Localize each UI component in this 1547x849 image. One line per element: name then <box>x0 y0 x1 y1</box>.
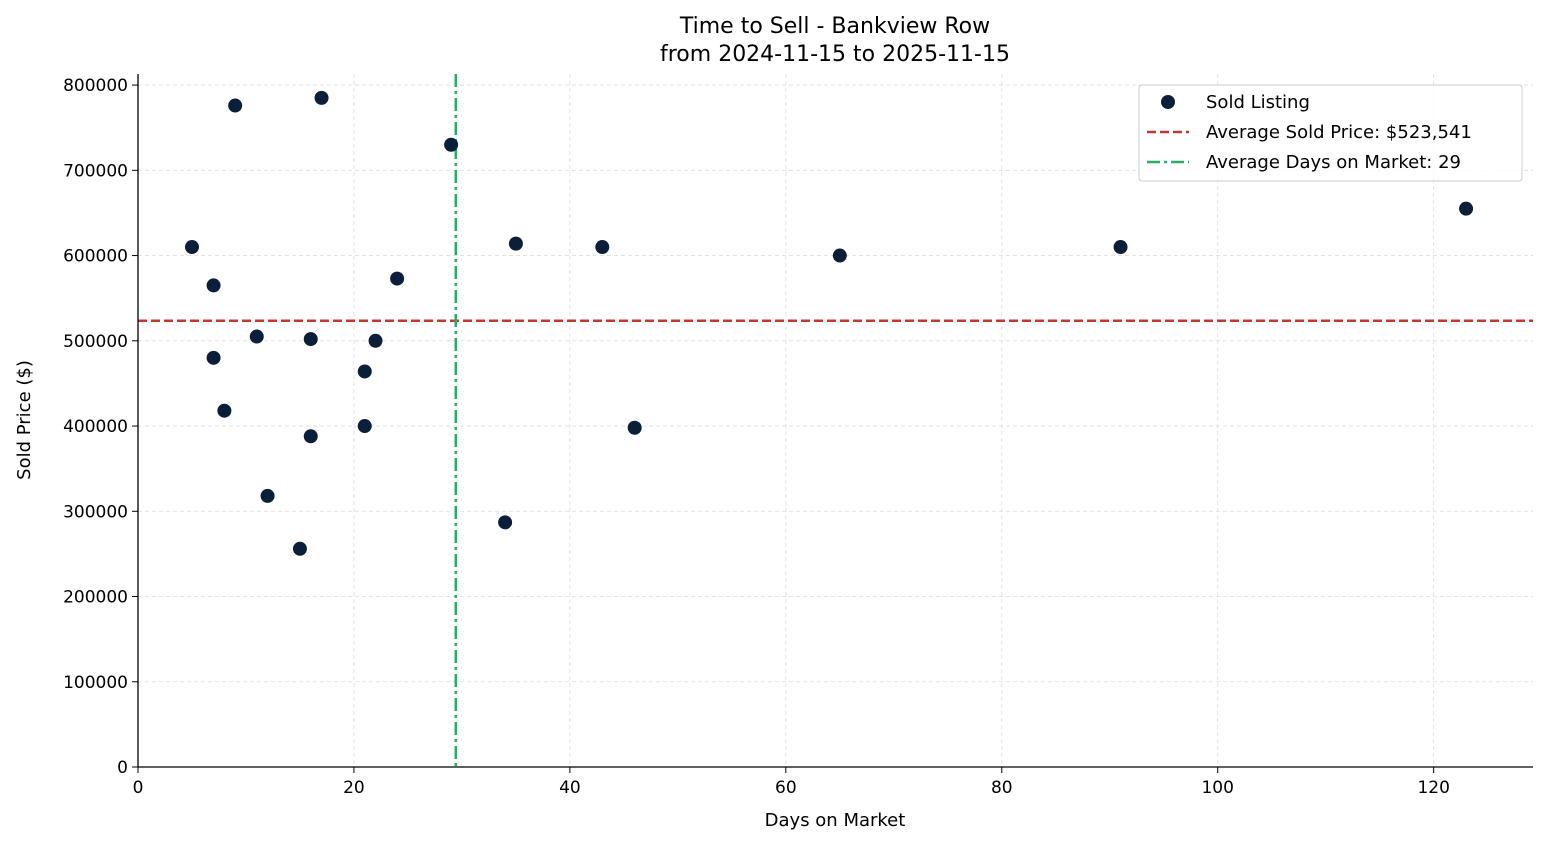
data-point <box>595 240 610 255</box>
data-point <box>1113 240 1128 255</box>
data-point <box>832 248 847 263</box>
data-point <box>184 240 199 255</box>
chart-subtitle: from 2024-11-15 to 2025-11-15 <box>660 42 1010 67</box>
data-point <box>444 137 459 152</box>
x-tick-label: 100 <box>1201 778 1233 798</box>
y-tick-label: 800000 <box>63 76 128 96</box>
y-tick-label: 700000 <box>63 161 128 181</box>
data-point <box>368 333 383 348</box>
data-point <box>508 236 523 251</box>
y-tick-label: 300000 <box>63 502 128 522</box>
y-tick-label: 200000 <box>63 588 128 608</box>
x-tick-label: 0 <box>133 778 144 798</box>
data-point <box>390 271 405 286</box>
data-point <box>357 364 372 379</box>
x-tick-label: 80 <box>991 778 1013 798</box>
x-tick-label: 60 <box>775 778 797 798</box>
legend-marker-sold-listing <box>1161 95 1175 109</box>
data-point <box>303 332 318 347</box>
legend-label-sold-listing: Sold Listing <box>1206 92 1310 113</box>
legend: Sold Listing Average Sold Price: $523,54… <box>1138 84 1523 182</box>
data-point <box>357 419 372 434</box>
data-point <box>206 350 221 365</box>
data-point <box>1459 201 1474 216</box>
legend-label-avg-days: Average Days on Market: 29 <box>1206 152 1461 173</box>
y-tick-label: 0 <box>117 758 128 778</box>
data-point <box>217 403 232 418</box>
y-tick-label: 400000 <box>63 417 128 437</box>
x-tick-label: 20 <box>343 778 365 798</box>
data-point <box>292 541 307 556</box>
data-point <box>498 515 513 530</box>
data-point <box>249 329 264 344</box>
data-point <box>314 90 329 105</box>
data-point <box>228 98 243 113</box>
y-tick-label: 100000 <box>63 673 128 693</box>
x-tick-label: 40 <box>559 778 581 798</box>
y-tick-label: 600000 <box>63 247 128 267</box>
y-axis-label: Sold Price ($) <box>14 360 35 480</box>
chart-title: Time to Sell - Bankview Row <box>679 14 990 39</box>
y-tick-label: 500000 <box>63 332 128 352</box>
data-point <box>303 429 318 444</box>
x-tick-label: 120 <box>1417 778 1449 798</box>
data-point <box>260 488 275 503</box>
legend-label-avg-price: Average Sold Price: $523,541 <box>1206 122 1472 143</box>
data-point <box>627 420 642 435</box>
x-axis-label: Days on Market <box>765 810 906 831</box>
data-point <box>206 278 221 293</box>
